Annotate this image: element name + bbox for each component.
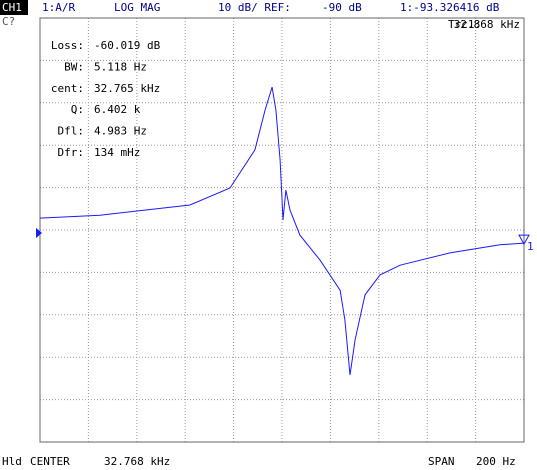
channel-box	[0, 0, 28, 15]
stat-value: 5.118 Hz	[94, 60, 147, 73]
stat-label: Dfr:	[58, 146, 85, 159]
marker-frequency: 32.868 kHz	[454, 18, 520, 31]
ref-arrow	[36, 228, 42, 238]
format: LOG MAG	[114, 1, 160, 14]
status: C?	[2, 15, 15, 28]
marker	[518, 234, 530, 246]
stat-label: BW:	[64, 60, 84, 73]
stat-label: Loss:	[51, 39, 84, 52]
channel: CH1	[2, 1, 22, 14]
stat-label: Dfl:	[58, 125, 85, 138]
span-label: SPAN	[428, 455, 455, 468]
marker-label: 1	[527, 240, 534, 253]
center: 32.768 kHz	[104, 455, 170, 468]
stat-value: 4.983 Hz	[94, 125, 147, 138]
trace-name: 1:A/R	[42, 1, 75, 14]
stat-label: Q:	[71, 103, 84, 116]
hold: Hld	[2, 455, 22, 468]
scale: 10 dB/ REF:	[218, 1, 291, 14]
marker-readout: 1:-93.326416 dB	[400, 1, 500, 14]
span: 200 Hz	[476, 455, 516, 468]
stat-value: 134 mHz	[94, 146, 140, 159]
trace	[39, 86, 525, 376]
stat-value: 32.765 kHz	[94, 82, 160, 95]
plot-frame	[39, 17, 525, 443]
stat-value: -60.019 dB	[94, 39, 161, 52]
center-label: CENTER	[30, 455, 70, 468]
ref: -90 dB	[322, 1, 362, 14]
stats: Loss: -60.019 dB BW: 5.118 Hz cent: 32.765 kH…	[51, 39, 161, 159]
stat-label: cent:	[51, 82, 84, 95]
marker-trace: Trc1:	[448, 18, 481, 31]
stat-value: 6.402 k	[94, 103, 141, 116]
